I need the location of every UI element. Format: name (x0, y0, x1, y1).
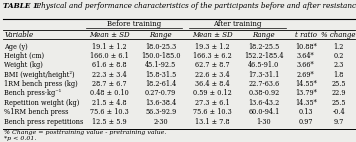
Text: 166.0 ± 6.1: 166.0 ± 6.1 (90, 52, 129, 60)
Text: 10.88*: 10.88* (295, 43, 316, 51)
Text: 13.6-43.2: 13.6-43.2 (248, 99, 279, 107)
Text: 18.2-25.5: 18.2-25.5 (248, 43, 279, 51)
Text: 36.4 ± 8.4: 36.4 ± 8.4 (195, 80, 230, 88)
Text: 13.79*: 13.79* (295, 89, 316, 97)
Text: -0.4: -0.4 (333, 108, 345, 116)
Text: 13.6-38.4: 13.6-38.4 (145, 99, 176, 107)
Text: 14.35*: 14.35* (295, 99, 316, 107)
Text: 9.7: 9.7 (334, 118, 344, 126)
Text: 0.48 ± 0.10: 0.48 ± 0.10 (90, 89, 129, 97)
Text: After training: After training (213, 20, 262, 28)
Text: 1.8: 1.8 (334, 71, 344, 79)
Text: 25.5: 25.5 (331, 99, 346, 107)
Text: %1RM bench press: %1RM bench press (4, 108, 69, 116)
Text: Physical and performance characteristics of the participants before and after re: Physical and performance characteristics… (34, 2, 356, 10)
Text: 2.69*: 2.69* (297, 71, 314, 79)
Text: 19.3 ± 1.2: 19.3 ± 1.2 (195, 43, 230, 51)
Text: 21.5 ± 4.8: 21.5 ± 4.8 (91, 99, 126, 107)
Text: 18.0-25.3: 18.0-25.3 (145, 43, 176, 51)
Text: *p < 0.01.: *p < 0.01. (4, 136, 37, 141)
Text: 2-30: 2-30 (153, 118, 168, 126)
Text: 56.3-92.9: 56.3-92.9 (145, 108, 176, 116)
Text: BMI (weight/height²): BMI (weight/height²) (4, 71, 75, 79)
Text: Variable: Variable (4, 31, 33, 39)
Text: 152.2-185.4: 152.2-185.4 (244, 52, 283, 60)
Text: 0.2: 0.2 (334, 52, 344, 60)
Text: 75.6 ± 10.3: 75.6 ± 10.3 (90, 108, 129, 116)
Text: 17.3-31.1: 17.3-31.1 (248, 71, 279, 79)
Text: 18.2-61.4: 18.2-61.4 (145, 80, 176, 88)
Text: 13.1 ± 7.8: 13.1 ± 7.8 (195, 118, 230, 126)
Text: 12.5 ± 5.9: 12.5 ± 5.9 (91, 118, 126, 126)
Text: % Change = posttraining value - pretraining value.: % Change = posttraining value - pretrain… (4, 130, 167, 134)
Text: 0.13: 0.13 (298, 108, 313, 116)
Text: 45.1-92.5: 45.1-92.5 (145, 61, 176, 69)
Text: 46.5-91.0: 46.5-91.0 (248, 61, 279, 69)
Text: 62.7 ± 8.7: 62.7 ± 8.7 (195, 61, 230, 69)
Text: Mean ± SD: Mean ± SD (89, 31, 129, 39)
Text: 22.7-63.6: 22.7-63.6 (248, 80, 279, 88)
Text: t ratio: t ratio (295, 31, 316, 39)
Text: Age (y): Age (y) (4, 43, 28, 51)
Text: 0.97: 0.97 (298, 118, 313, 126)
Text: Range: Range (252, 31, 275, 39)
Text: Before training: Before training (107, 20, 161, 28)
Text: 2.3: 2.3 (334, 61, 344, 69)
Text: 0.27-0.79: 0.27-0.79 (145, 89, 176, 97)
Text: 15.8-31.5: 15.8-31.5 (145, 71, 176, 79)
Text: 1.2: 1.2 (334, 43, 344, 51)
Text: % change: % change (321, 31, 356, 39)
Text: 150.0-185.0: 150.0-185.0 (141, 52, 180, 60)
Text: Weight (kg): Weight (kg) (4, 61, 43, 69)
Text: 0.38-0.92: 0.38-0.92 (248, 89, 279, 97)
Text: Bench press·kg⁻¹: Bench press·kg⁻¹ (4, 89, 62, 97)
Text: TABLE 1.: TABLE 1. (3, 2, 40, 10)
Text: 3.66*: 3.66* (297, 61, 314, 69)
Text: 1RM bench press (kg): 1RM bench press (kg) (4, 80, 78, 88)
Text: 3.64*: 3.64* (297, 52, 314, 60)
Text: 1-30: 1-30 (256, 118, 271, 126)
Text: Bench press repetitions: Bench press repetitions (4, 118, 84, 126)
Text: Range: Range (149, 31, 172, 39)
Text: Repetition weight (kg): Repetition weight (kg) (4, 99, 80, 107)
Text: 166.3 ± 6.2: 166.3 ± 6.2 (193, 52, 231, 60)
Text: Mean ± SD: Mean ± SD (192, 31, 232, 39)
Text: 19.1 ± 1.2: 19.1 ± 1.2 (91, 43, 126, 51)
Text: 27.3 ± 6.1: 27.3 ± 6.1 (195, 99, 230, 107)
Text: 22.3 ± 3.4: 22.3 ± 3.4 (91, 71, 126, 79)
Text: 22.6 ± 3.4: 22.6 ± 3.4 (195, 71, 230, 79)
Text: 25.5: 25.5 (331, 80, 346, 88)
Text: 0.59 ± 0.12: 0.59 ± 0.12 (193, 89, 231, 97)
Text: 60.0-94.1: 60.0-94.1 (248, 108, 279, 116)
Text: 61.6 ± 8.8: 61.6 ± 8.8 (91, 61, 126, 69)
Text: 22.9: 22.9 (331, 89, 346, 97)
Text: 14.55*: 14.55* (295, 80, 316, 88)
Text: 28.7 ± 6.7: 28.7 ± 6.7 (91, 80, 126, 88)
Text: 75.6 ± 10.3: 75.6 ± 10.3 (193, 108, 231, 116)
Text: Height (cm): Height (cm) (4, 52, 44, 60)
